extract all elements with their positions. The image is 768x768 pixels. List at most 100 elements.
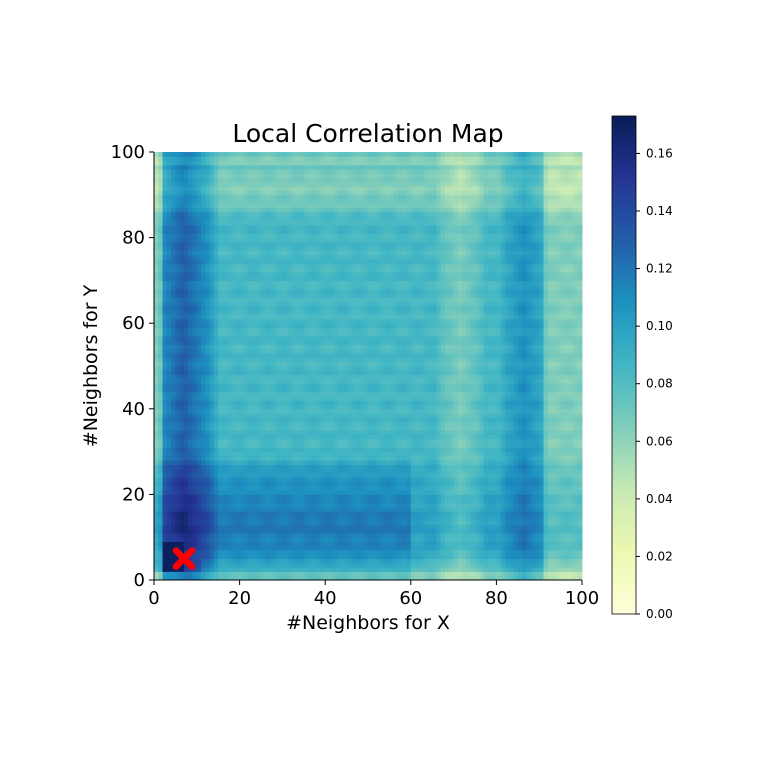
heatmap-cell [303, 554, 309, 560]
heatmap-cell [303, 550, 309, 555]
heatmap-cell [402, 455, 407, 461]
heatmap-cell [453, 400, 459, 405]
heatmap-cell [543, 438, 549, 444]
heatmap-cell [231, 425, 236, 431]
heatmap-cell [462, 511, 467, 517]
heatmap-cell [295, 562, 300, 568]
heatmap-cell [286, 558, 292, 564]
heatmap-cell [286, 524, 292, 530]
heatmap-cell [350, 511, 356, 517]
heatmap-cell [487, 507, 493, 512]
heatmap-cell [513, 520, 519, 525]
heatmap-cell [453, 383, 459, 388]
heatmap-cell [534, 515, 540, 521]
heatmap-cell [487, 443, 493, 448]
heatmap-cell [380, 498, 386, 504]
heatmap-cell [243, 524, 249, 530]
chart-title: Local Correlation Map [232, 119, 503, 148]
heatmap-cell [363, 455, 369, 461]
heatmap-cell [359, 511, 365, 517]
heatmap-cell [449, 460, 455, 465]
heatmap-cell [299, 528, 305, 534]
heatmap-cell [282, 447, 288, 453]
heatmap-cell [504, 498, 510, 504]
heatmap-cell [509, 498, 514, 504]
heatmap-cell [564, 404, 570, 410]
heatmap-cell [256, 545, 262, 551]
heatmap-cell [500, 438, 506, 444]
heatmap-cell [368, 378, 373, 384]
heatmap-cell [552, 507, 557, 512]
heatmap-cell [316, 434, 322, 440]
heatmap-cell [278, 451, 283, 457]
heatmap-cell [556, 438, 562, 444]
heatmap-cell [410, 477, 416, 483]
heatmap-cell [346, 451, 352, 457]
heatmap-cell [205, 485, 211, 491]
heatmap-cell [564, 447, 570, 453]
heatmap-cell [158, 366, 164, 371]
heatmap-cell [372, 383, 378, 388]
heatmap-cell [162, 404, 168, 410]
heatmap-cell [539, 575, 544, 581]
heatmap-cell [243, 554, 249, 560]
heatmap-cell [402, 477, 407, 483]
heatmap-cell [573, 455, 579, 461]
heatmap-cell [359, 391, 365, 397]
heatmap-cell [577, 391, 583, 397]
heatmap-cell [333, 366, 339, 371]
heatmap-cell [453, 541, 459, 547]
heatmap-cell [355, 498, 360, 504]
heatmap-cell [231, 490, 236, 495]
heatmap-cell [342, 567, 348, 572]
heatmap-cell [543, 502, 549, 508]
heatmap-cell [556, 455, 562, 461]
heatmap-cell [269, 575, 275, 581]
heatmap-cell [402, 537, 407, 542]
heatmap-cell [316, 498, 322, 504]
heatmap-cell [577, 550, 583, 555]
heatmap-cell [496, 464, 502, 470]
heatmap-cell [402, 571, 407, 577]
heatmap-cell [504, 378, 510, 384]
heatmap-cell [487, 447, 493, 453]
heatmap-cell [183, 404, 189, 410]
heatmap-cell [389, 485, 395, 491]
heatmap-cell [436, 550, 442, 555]
heatmap-cell [402, 417, 407, 423]
heatmap-cell [376, 532, 382, 538]
heatmap-cell [449, 485, 455, 491]
heatmap-cell [453, 464, 459, 470]
heatmap-cell [368, 374, 373, 380]
heatmap-cell [513, 451, 519, 457]
heatmap-cell [522, 400, 527, 405]
heatmap-cell [419, 443, 425, 448]
heatmap-cell [466, 511, 472, 517]
heatmap-cell [457, 413, 463, 418]
heatmap-cell [517, 443, 523, 448]
heatmap-cell [526, 468, 532, 474]
heatmap-cell [539, 468, 544, 474]
heatmap-cell [290, 498, 296, 504]
heatmap-cell [355, 562, 360, 568]
heatmap-cell [410, 481, 416, 487]
heatmap-cell [368, 451, 373, 457]
heatmap-cell [183, 498, 189, 504]
heatmap-cell [449, 473, 455, 478]
heatmap-cell [415, 473, 420, 478]
heatmap-cell [350, 460, 356, 465]
heatmap-cell [406, 455, 412, 461]
heatmap-cell [479, 477, 485, 483]
heatmap-cell [440, 434, 446, 440]
heatmap-cell [372, 515, 378, 521]
heatmap-cell [453, 532, 459, 538]
heatmap-cell [513, 464, 519, 470]
heatmap-cell [201, 528, 206, 534]
heatmap-cell [432, 443, 437, 448]
heatmap-cell [479, 387, 485, 393]
heatmap-cell [201, 481, 206, 487]
heatmap-cell [188, 391, 193, 397]
heatmap-cell [389, 511, 395, 517]
heatmap-cell [423, 455, 429, 461]
heatmap-cell [350, 417, 356, 423]
